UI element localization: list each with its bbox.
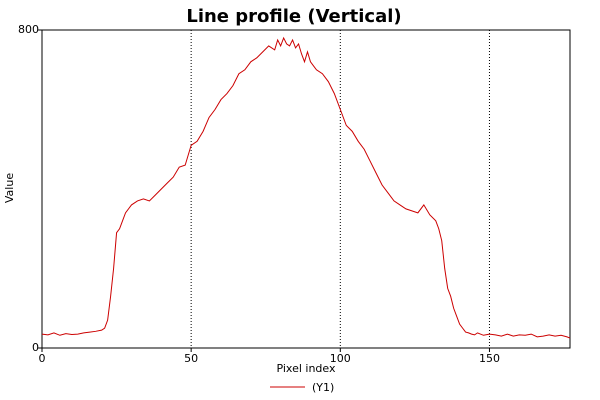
- x-tick-label-100: 100: [330, 352, 351, 365]
- legend-label-y1: (Y1): [312, 381, 334, 394]
- plot-area-frame: [41, 29, 571, 349]
- y-tick-label-800: 800: [18, 23, 39, 36]
- y-axis-label: Value: [3, 173, 16, 203]
- chart-title: Line profile (Vertical): [186, 6, 401, 27]
- grid-lines: [190, 30, 490, 348]
- x-tick-label-150: 150: [479, 352, 500, 365]
- x-axis-label: Pixel index: [276, 362, 336, 375]
- legend: (Y1): [270, 381, 334, 394]
- axis-ticks: 0 50 100 150 0 800: [18, 23, 500, 365]
- series-line-y1: [41, 36, 571, 339]
- y-tick-label-0: 0: [32, 341, 39, 354]
- x-tick-label-0: 0: [39, 352, 46, 365]
- x-tick-label-50: 50: [184, 352, 198, 365]
